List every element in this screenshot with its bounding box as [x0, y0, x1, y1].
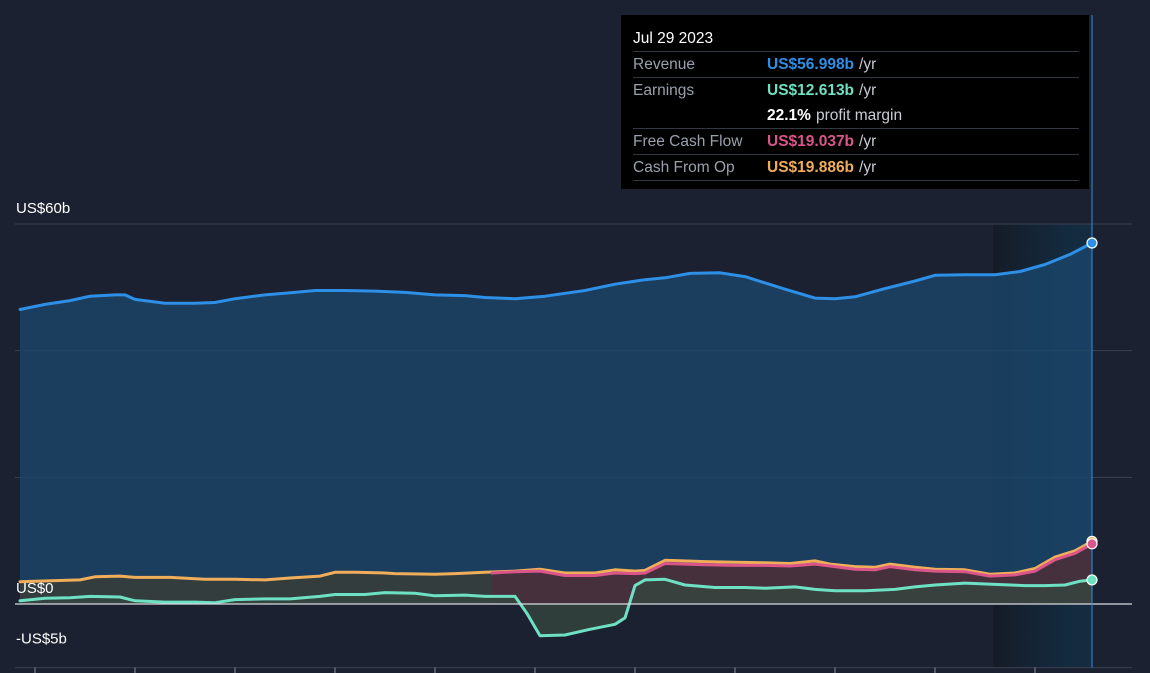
- earnings-end-marker: [1086, 574, 1098, 586]
- tooltip-row-cfo: Cash From Op US$19.886b /yr: [633, 154, 1079, 181]
- earnings-area: [20, 579, 1092, 636]
- revenue-area: [20, 243, 1092, 604]
- end-markers[interactable]: [1086, 237, 1098, 586]
- series-lines: [15, 241, 1132, 638]
- tooltip-row-revenue: Revenue US$56.998b /yr: [633, 51, 1079, 77]
- tooltip-row-margin: 22.1% profit margin: [633, 103, 1079, 128]
- tooltip: Jul 29 2023 Revenue US$56.998b /yr Earni…: [621, 15, 1089, 189]
- tooltip-cfo-label: Cash From Op: [633, 159, 735, 176]
- tooltip-fcf-unit: /yr: [859, 133, 877, 150]
- tooltip-earnings-value: US$12.613b: [767, 82, 855, 99]
- revenue-line: [18, 241, 1094, 311]
- tooltip-row-fcf: Free Cash Flow US$19.037b /yr: [633, 128, 1079, 154]
- tooltip-cfo-unit: /yr: [859, 159, 877, 176]
- tooltip-date: Jul 29 2023: [633, 30, 714, 47]
- y-tick-label: US$60b: [16, 200, 70, 217]
- tooltip-fcf-label: Free Cash Flow: [633, 133, 743, 150]
- y-tick-label: US$0: [16, 580, 54, 597]
- tooltip-cfo-value: US$19.886b: [767, 159, 855, 176]
- cash-from-op-line: [18, 539, 1094, 584]
- tooltip-fcf-value: US$19.037b: [767, 133, 855, 150]
- tooltip-revenue-value: US$56.998b: [767, 56, 855, 73]
- y-axis-labels: US$60b US$0 -US$5b: [16, 200, 70, 648]
- tooltip-earnings-unit: /yr: [859, 82, 877, 99]
- tooltip-margin-unit: profit margin: [815, 107, 903, 124]
- tooltip-revenue-unit: /yr: [859, 56, 877, 73]
- tooltip-row-earnings: Earnings US$12.613b /yr: [633, 77, 1079, 103]
- tooltip-margin-label: [633, 103, 767, 128]
- tooltip-earnings-label: Earnings: [633, 82, 695, 99]
- free-cash-flow-end-marker: [1086, 538, 1098, 550]
- tooltip-margin-value: 22.1%: [767, 107, 811, 124]
- tooltip-revenue-label: Revenue: [633, 56, 696, 73]
- revenue-end-marker: [1086, 237, 1098, 249]
- free-cash-flow-line: [490, 542, 1094, 578]
- x-axis-labels: 2013201420152016201720182019202020212022…: [34, 667, 1036, 673]
- earnings-line: [18, 577, 1094, 638]
- y-tick-label: -US$5b: [16, 631, 67, 648]
